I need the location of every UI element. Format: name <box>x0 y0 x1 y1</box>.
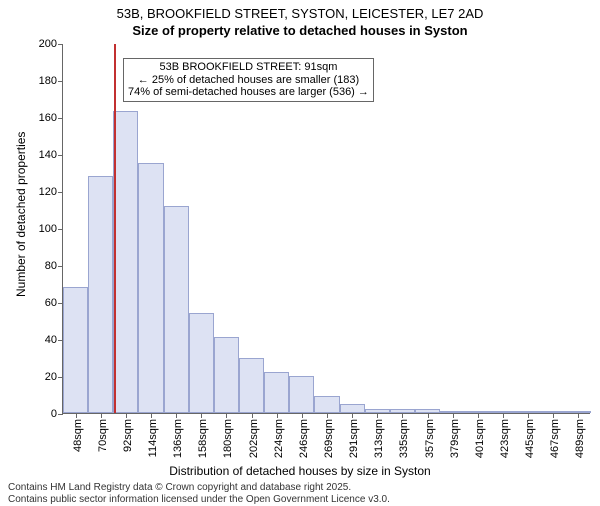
xtick-label: 313sqm <box>373 419 385 458</box>
ytick-label: 60 <box>45 297 57 309</box>
attribution-footer: Contains HM Land Registry data © Crown c… <box>0 478 600 506</box>
ytick-mark <box>58 155 63 156</box>
x-axis-label: Distribution of detached houses by size … <box>0 464 600 478</box>
histogram-bar <box>189 313 214 413</box>
xtick-mark <box>377 413 378 418</box>
xtick-mark <box>553 413 554 418</box>
xtick-label: 70sqm <box>97 419 109 452</box>
xtick-label: 467sqm <box>549 419 561 458</box>
histogram-bar <box>239 358 264 414</box>
xtick-mark <box>176 413 177 418</box>
ytick-mark <box>58 192 63 193</box>
xtick-mark <box>76 413 77 418</box>
histogram-bar <box>314 396 339 413</box>
xtick-label: 291sqm <box>348 419 360 458</box>
xtick-mark <box>528 413 529 418</box>
xtick-mark <box>201 413 202 418</box>
xtick-label: 379sqm <box>449 419 461 458</box>
xtick-label: 158sqm <box>197 419 209 458</box>
xtick-label: 357sqm <box>424 419 436 458</box>
xtick-mark <box>126 413 127 418</box>
callout-line-3: 74% of semi-detached houses are larger (… <box>128 86 369 99</box>
xtick-mark <box>226 413 227 418</box>
xtick-mark <box>302 413 303 418</box>
xtick-mark <box>402 413 403 418</box>
xtick-label: 180sqm <box>222 419 234 458</box>
histogram-bar <box>340 404 365 413</box>
xtick-mark <box>428 413 429 418</box>
xtick-mark <box>453 413 454 418</box>
xtick-label: 269sqm <box>323 419 335 458</box>
xtick-mark <box>101 413 102 418</box>
ytick-label: 80 <box>45 260 57 272</box>
xtick-mark <box>503 413 504 418</box>
ytick-label: 100 <box>39 223 57 235</box>
y-axis-label: Number of detached properties <box>14 132 28 297</box>
xtick-mark <box>478 413 479 418</box>
ytick-mark <box>58 414 63 415</box>
xtick-label: 445sqm <box>524 419 536 458</box>
xtick-mark <box>352 413 353 418</box>
ytick-label: 0 <box>51 408 57 420</box>
ytick-label: 120 <box>39 186 57 198</box>
histogram-bar <box>214 337 239 413</box>
ytick-mark <box>58 81 63 82</box>
footer-line-1: Contains HM Land Registry data © Crown c… <box>8 482 592 494</box>
histogram-bar <box>289 376 314 413</box>
chart-area: 02040608010012014016018020048sqm70sqm92s… <box>62 44 590 414</box>
ytick-label: 160 <box>39 112 57 124</box>
histogram-bar <box>113 111 138 413</box>
xtick-label: 335sqm <box>398 419 410 458</box>
xtick-label: 401sqm <box>474 419 486 458</box>
callout-line-1: 53B BROOKFIELD STREET: 91sqm <box>128 61 369 74</box>
histogram-bar <box>264 372 289 413</box>
xtick-mark <box>327 413 328 418</box>
histogram-bar <box>63 287 88 413</box>
plot-region: 02040608010012014016018020048sqm70sqm92s… <box>62 44 590 414</box>
xtick-mark <box>151 413 152 418</box>
histogram-bar <box>88 176 113 413</box>
ytick-mark <box>58 118 63 119</box>
xtick-label: 92sqm <box>122 419 134 452</box>
xtick-label: 48sqm <box>72 419 84 452</box>
ytick-mark <box>58 266 63 267</box>
property-marker-line <box>114 44 116 413</box>
xtick-label: 114sqm <box>147 419 159 457</box>
ytick-mark <box>58 229 63 230</box>
xtick-mark <box>252 413 253 418</box>
xtick-label: 202sqm <box>248 419 260 458</box>
chart-subtitle: Size of property relative to detached ho… <box>0 23 600 38</box>
ytick-label: 20 <box>45 371 57 383</box>
xtick-mark <box>578 413 579 418</box>
ytick-label: 180 <box>39 75 57 87</box>
ytick-label: 200 <box>39 38 57 50</box>
xtick-label: 246sqm <box>298 419 310 458</box>
xtick-mark <box>277 413 278 418</box>
xtick-label: 489sqm <box>574 419 586 458</box>
ytick-mark <box>58 44 63 45</box>
ytick-label: 140 <box>39 149 57 161</box>
chart-title: 53B, BROOKFIELD STREET, SYSTON, LEICESTE… <box>0 6 600 21</box>
ytick-label: 40 <box>45 334 57 346</box>
histogram-bar <box>164 206 189 413</box>
footer-line-2: Contains public sector information licen… <box>8 494 592 506</box>
xtick-label: 423sqm <box>499 419 511 458</box>
callout-line-2: ← 25% of detached houses are smaller (18… <box>128 74 369 87</box>
xtick-label: 224sqm <box>273 419 285 458</box>
xtick-label: 136sqm <box>172 419 184 458</box>
callout-box: 53B BROOKFIELD STREET: 91sqm← 25% of det… <box>123 58 374 102</box>
histogram-bar <box>138 163 163 413</box>
